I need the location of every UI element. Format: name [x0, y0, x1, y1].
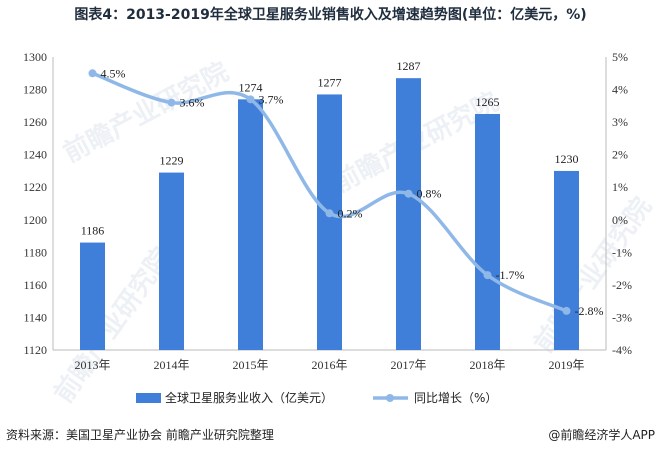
x-tick-label: 2018年: [469, 358, 505, 372]
x-tick-label: 2014年: [153, 358, 189, 372]
y-right-tick-label: 2%: [612, 148, 628, 162]
bar: [396, 78, 421, 351]
bar-value-label: 1274: [239, 80, 263, 94]
legend-line-label: 同比增长（%）: [414, 391, 497, 405]
y-left-tick-label: 1180: [23, 245, 47, 259]
growth-value-label: 3.7%: [259, 92, 284, 106]
legend-bar-label: 全球卫星服务业收入（亿美元）: [165, 390, 333, 405]
brand-credit: @前瞻经济学人APP: [548, 428, 655, 442]
bar: [475, 113, 500, 350]
legend-bar-swatch: [136, 393, 161, 403]
bar-value-label: 1265: [476, 95, 500, 109]
data-labels: 1186 1229 1274 1277 1287 1265 1230 4.5% 3.6% 3.7%…: [81, 59, 604, 318]
bar: [554, 170, 579, 350]
y-right-tick-label: 0%: [612, 213, 628, 227]
bar-value-label: 1229: [160, 154, 184, 168]
x-tick-label: 2016年: [311, 358, 347, 372]
line-series: [88, 69, 571, 315]
growth-point: [88, 69, 97, 78]
x-tick-label: 2015年: [232, 358, 268, 372]
y-right-tick-label: 3%: [612, 115, 628, 129]
growth-value-label: 0.8%: [417, 187, 442, 201]
x-tick-label: 2013年: [74, 358, 110, 372]
y-left-tick-label: 1200: [23, 213, 47, 227]
y-right-tick-label: -3%: [612, 310, 632, 324]
growth-point: [404, 189, 413, 198]
watermark-text: 前瞻产业研究院: [528, 192, 658, 359]
bar-value-label: 1186: [81, 224, 105, 238]
y-left-tick-label: 1220: [23, 180, 47, 194]
bar-series: [80, 78, 579, 351]
bar-value-label: 1277: [318, 75, 342, 89]
growth-point: [167, 98, 176, 107]
y-left-tick-label: 1260: [23, 115, 47, 129]
legend: 全球卫星服务业收入（亿美元） 同比增长（%）: [136, 390, 497, 405]
growth-value-label: 3.6%: [180, 96, 205, 110]
watermark-text: 前瞻产业研究院: [48, 242, 178, 409]
y-right-tick-label: 5%: [612, 50, 628, 64]
bar: [80, 242, 105, 350]
chart-title: 图表4：2013-2019年全球卫星服务业销售收入及增速趋势图(单位：亿美元，%…: [74, 7, 587, 23]
source-note: 资料来源：美国卫星产业协会 前瞻产业研究院整理: [6, 428, 274, 442]
x-tick-label: 2019年: [548, 358, 584, 372]
growth-value-label: -2.8%: [575, 304, 604, 318]
bar: [159, 172, 184, 350]
y-left-tick-label: 1140: [23, 310, 47, 324]
y-left-tick-label: 1280: [23, 83, 47, 97]
y-right-tick-label: -4%: [612, 343, 632, 357]
y-right-tick-label: 4%: [612, 83, 628, 97]
growth-point: [246, 95, 255, 104]
growth-point: [483, 271, 492, 280]
watermark-text: 前瞻产业研究院: [58, 56, 233, 169]
bar: [317, 94, 342, 350]
x-tick-label: 2017年: [390, 358, 426, 372]
growth-point: [325, 209, 334, 218]
y-right-tick-label: -1%: [612, 245, 632, 259]
y-left-tick-label: 1300: [23, 50, 47, 64]
bar: [238, 99, 263, 350]
axes: 1120 1140 1160 1180 1200 1220 1240 1260 1280 1300…: [23, 50, 632, 372]
y-left-tick-label: 1240: [23, 148, 47, 162]
legend-line-marker: [386, 394, 394, 402]
y-right-tick-label: 1%: [612, 180, 628, 194]
bar-value-label: 1287: [397, 59, 421, 73]
y-right-tick-label: -2%: [612, 278, 632, 292]
growth-point: [562, 306, 571, 315]
y-left-tick-label: 1120: [23, 343, 47, 357]
y-left-tick-label: 1160: [23, 278, 47, 292]
bar-value-label: 1230: [555, 152, 579, 166]
growth-value-label: 4.5%: [101, 66, 126, 80]
growth-value-label: -1.7%: [496, 268, 525, 282]
growth-value-label: 0.2%: [338, 206, 363, 220]
